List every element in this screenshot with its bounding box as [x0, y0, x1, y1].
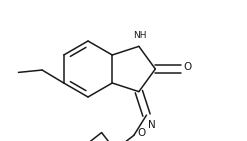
Text: N: N — [148, 120, 156, 130]
Text: NH: NH — [133, 31, 147, 40]
Text: O: O — [137, 128, 145, 138]
Text: O: O — [184, 62, 192, 72]
